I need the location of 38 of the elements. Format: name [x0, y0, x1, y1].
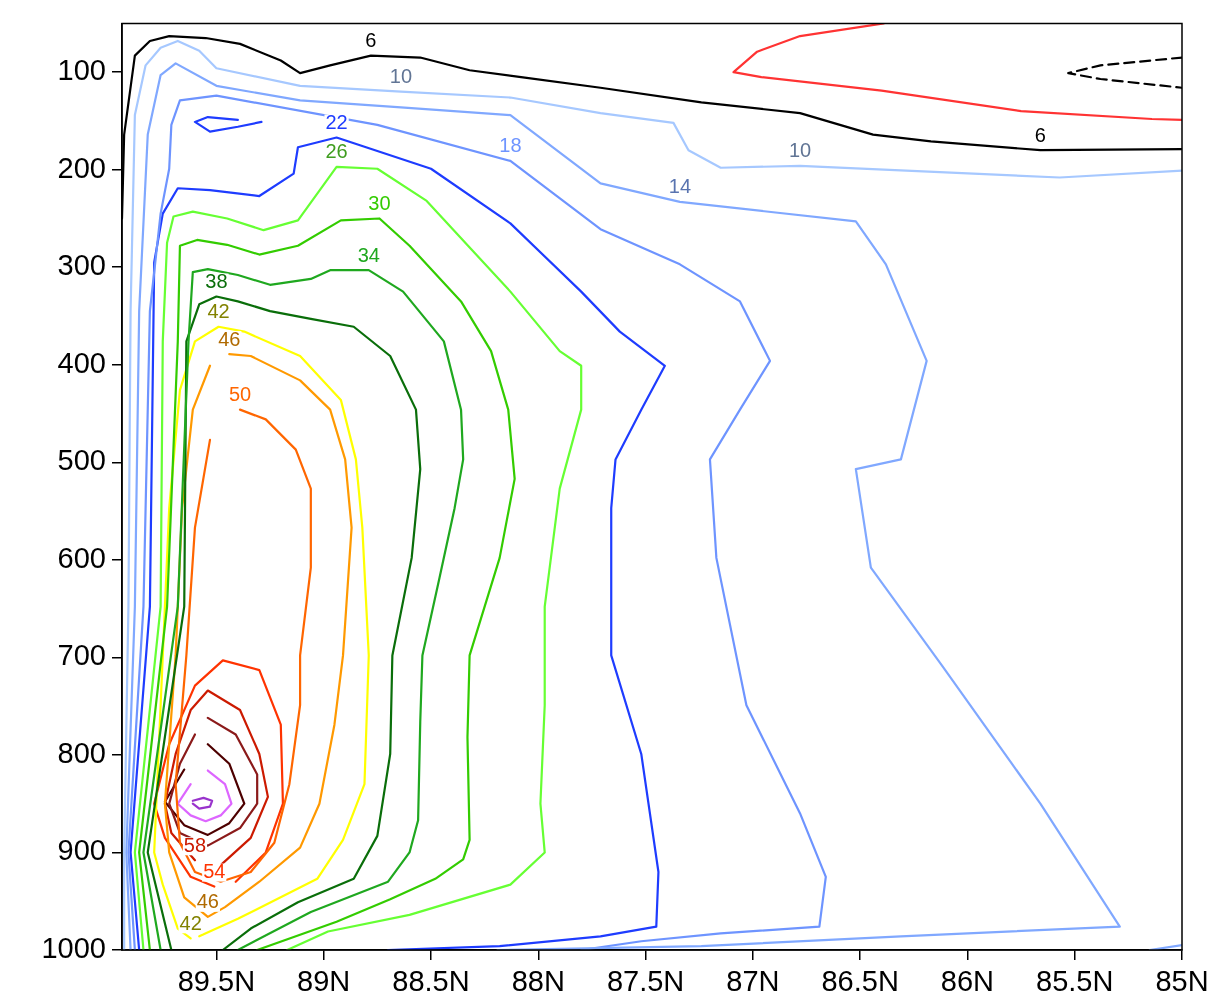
x-tick-label: 86.5N — [821, 965, 899, 998]
annotation: 50 — [228, 383, 252, 406]
x-tick-label: 87N — [726, 965, 780, 998]
x-tick-label: 87.5N — [606, 965, 685, 998]
annotation: 18 — [499, 134, 522, 157]
y-tick-label: 900 — [57, 834, 106, 867]
x-tick-label: 85N — [1155, 965, 1209, 998]
annotation: 34 — [357, 243, 380, 266]
annotation: 10 — [788, 139, 812, 162]
annotation: 10 — [389, 65, 413, 88]
y-tick-label: 300 — [57, 249, 106, 282]
annotation: 6 — [365, 29, 377, 52]
x-tick-label: 88.5N — [392, 965, 470, 998]
annotation: 42 — [179, 911, 202, 934]
x-tick-label: 86N — [940, 965, 995, 998]
y-tick-label: 1000 — [41, 932, 106, 964]
annotation: 22 — [325, 111, 348, 134]
annotation: 54 — [203, 860, 226, 883]
annotation: 30 — [368, 191, 391, 214]
y-tick-label: 800 — [57, 736, 106, 769]
annotation: 42 — [207, 300, 230, 323]
y-tick-label: 700 — [57, 639, 106, 672]
annotation: 46 — [196, 890, 219, 913]
annotation: 14 — [668, 175, 692, 198]
x-tick-label: 89N — [297, 965, 351, 998]
x-tick-label: 85.5N — [1036, 965, 1114, 998]
annotation: 58 — [183, 833, 207, 856]
annotation: 26 — [325, 140, 348, 163]
annotation: 46 — [218, 327, 241, 350]
x-tick-label: 89.5N — [177, 965, 256, 998]
annotation: 6 — [1034, 123, 1046, 146]
y-tick-label: 500 — [57, 444, 106, 477]
x-tick-label: 88N — [511, 965, 565, 998]
annotation: 38 — [205, 270, 228, 293]
y-tick-label: 400 — [57, 346, 106, 379]
y-tick-label: 100 — [57, 54, 106, 87]
y-tick-label: 600 — [57, 541, 106, 574]
y-tick-label: 200 — [57, 151, 106, 184]
